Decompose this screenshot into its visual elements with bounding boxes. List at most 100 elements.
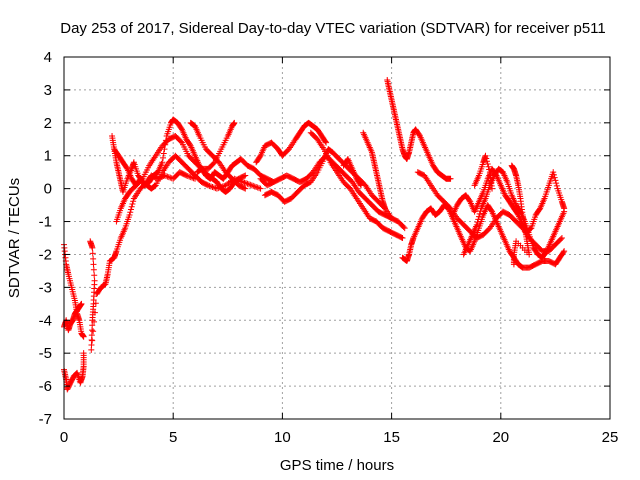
data-point bbox=[553, 182, 560, 189]
data-point bbox=[130, 198, 137, 205]
data-point bbox=[561, 208, 568, 215]
series-sat-s bbox=[449, 165, 568, 235]
series-sat-v bbox=[508, 162, 533, 268]
data-point bbox=[91, 309, 98, 316]
data-point bbox=[416, 131, 423, 138]
data-point bbox=[536, 206, 543, 213]
data-point bbox=[254, 184, 261, 191]
data-point bbox=[550, 171, 557, 178]
data-point bbox=[165, 174, 172, 181]
data-point bbox=[160, 154, 167, 161]
series-sat-n bbox=[340, 156, 365, 189]
x-tick-label: 0 bbox=[60, 429, 68, 446]
data-point bbox=[247, 181, 254, 188]
data-point bbox=[400, 224, 407, 231]
data-point bbox=[168, 175, 175, 182]
data-point bbox=[78, 300, 85, 307]
series-sat-q bbox=[399, 202, 568, 271]
data-point bbox=[138, 176, 145, 183]
data-point bbox=[159, 159, 166, 166]
data-point bbox=[187, 174, 194, 181]
data-point bbox=[357, 181, 364, 188]
y-tick-label: -6 bbox=[39, 378, 52, 395]
data-point bbox=[90, 328, 97, 335]
data-point bbox=[323, 139, 330, 146]
data-point bbox=[474, 219, 481, 226]
data-point bbox=[399, 235, 406, 241]
data-point bbox=[243, 180, 249, 187]
data-point bbox=[248, 182, 255, 189]
data-point bbox=[186, 141, 193, 148]
data-point bbox=[210, 184, 217, 191]
data-point bbox=[257, 185, 264, 192]
data-point bbox=[510, 261, 517, 268]
x-tick-label: 5 bbox=[169, 429, 177, 446]
data-point bbox=[126, 211, 133, 218]
data-point bbox=[129, 200, 136, 207]
series-sat-p bbox=[384, 77, 454, 182]
data-point bbox=[91, 272, 98, 279]
data-point bbox=[242, 172, 249, 179]
data-point bbox=[483, 155, 490, 162]
data-point bbox=[241, 185, 248, 192]
y-axis-label: SDTVAR / TECUs bbox=[6, 178, 23, 298]
data-point bbox=[240, 179, 247, 186]
data-points bbox=[61, 77, 568, 393]
plot-border bbox=[63, 56, 611, 420]
x-axis-label: GPS time / hours bbox=[280, 457, 394, 474]
data-point bbox=[205, 182, 212, 189]
data-point bbox=[475, 213, 482, 220]
data-point bbox=[89, 250, 96, 257]
data-point bbox=[489, 185, 496, 192]
data-point bbox=[161, 172, 168, 179]
data-point bbox=[80, 350, 87, 357]
data-point bbox=[92, 300, 99, 307]
data-point bbox=[483, 158, 490, 165]
data-point bbox=[88, 346, 95, 353]
data-point bbox=[91, 318, 98, 325]
data-point bbox=[241, 173, 248, 180]
data-point bbox=[241, 179, 248, 186]
data-point bbox=[89, 337, 96, 344]
data-point bbox=[558, 235, 565, 241]
data-point bbox=[557, 236, 564, 243]
data-point bbox=[186, 173, 193, 180]
y-tick-label: -4 bbox=[39, 312, 52, 329]
data-point bbox=[488, 207, 495, 214]
data-point bbox=[151, 183, 158, 190]
x-tick-label: 10 bbox=[274, 429, 291, 446]
data-point bbox=[183, 172, 190, 179]
data-point bbox=[382, 205, 389, 212]
x-tick-label: 15 bbox=[383, 429, 400, 446]
series-sat-h bbox=[187, 119, 249, 192]
data-point bbox=[209, 183, 216, 190]
data-point bbox=[177, 138, 184, 145]
data-point bbox=[256, 185, 263, 192]
data-point bbox=[128, 203, 135, 210]
data-point bbox=[253, 183, 260, 190]
data-point bbox=[89, 244, 96, 251]
data-point bbox=[551, 174, 558, 181]
y-tick-label: 4 bbox=[44, 49, 52, 66]
y-tick-label: -7 bbox=[39, 411, 52, 428]
data-point bbox=[552, 177, 559, 184]
y-tick-label: 0 bbox=[44, 181, 52, 198]
data-point bbox=[231, 119, 238, 126]
data-point bbox=[90, 266, 97, 273]
data-point bbox=[210, 160, 217, 167]
series-sat-d bbox=[87, 169, 199, 353]
data-point bbox=[542, 249, 549, 256]
data-point bbox=[162, 173, 169, 180]
data-point bbox=[80, 333, 87, 340]
data-point bbox=[476, 210, 483, 217]
data-point bbox=[473, 221, 480, 228]
series-sat-o bbox=[360, 129, 389, 212]
data-point bbox=[204, 181, 211, 188]
data-point bbox=[160, 150, 167, 157]
data-point bbox=[401, 225, 408, 232]
data-point bbox=[184, 173, 191, 180]
series-sat-c bbox=[61, 350, 87, 393]
data-point bbox=[482, 152, 489, 159]
data-point bbox=[553, 180, 560, 187]
series-sat-k bbox=[257, 152, 408, 232]
